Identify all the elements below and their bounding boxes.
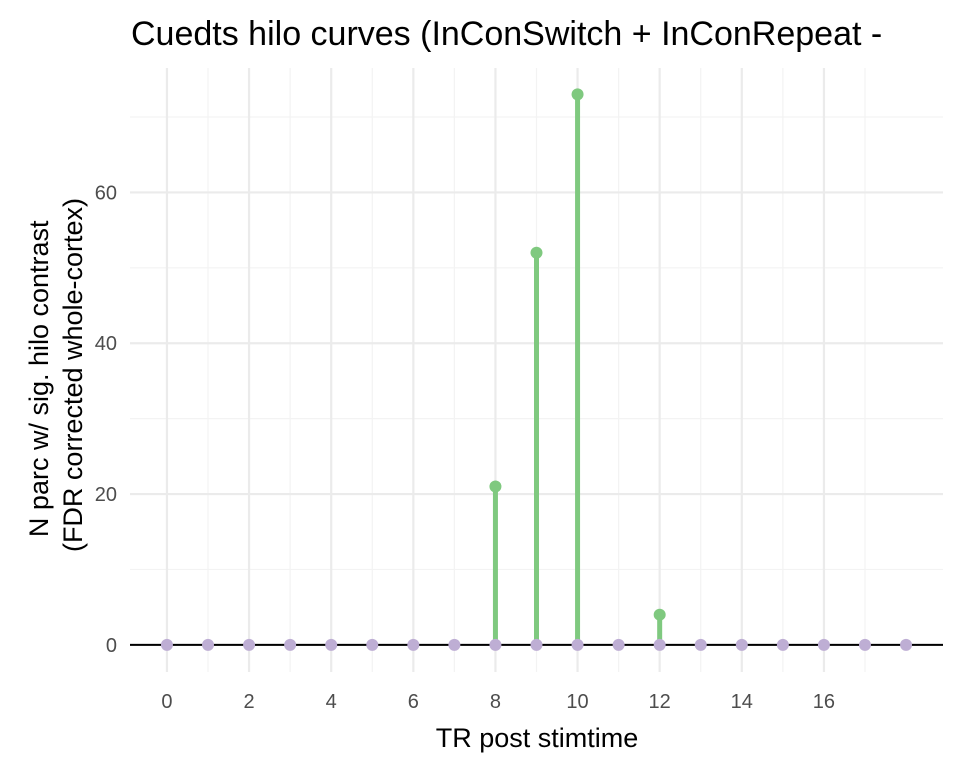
x-axis-title: TR post stimtime — [436, 723, 639, 753]
y-axis-title-line-1: N parc w/ sig. hilo contrast — [24, 220, 54, 537]
chart-title: Cuedts hilo curves (InConSwitch + InConR… — [131, 15, 882, 53]
y-axis-title: N parc w/ sig. hilo contrast (FDR correc… — [24, 198, 88, 552]
point-x0 — [160, 638, 173, 651]
baseline-point-x12 — [653, 638, 666, 651]
point-x5 — [366, 638, 379, 651]
y-tick-label: 20 — [95, 484, 117, 506]
point-x4 — [325, 638, 338, 651]
points — [160, 88, 913, 651]
point-x18 — [900, 638, 913, 651]
x-tick-label: 16 — [813, 691, 835, 713]
point-x16 — [817, 638, 830, 651]
y-axis-ticks: 0 20 40 60 — [95, 182, 117, 656]
point-x15 — [776, 638, 789, 651]
x-tick-label: 14 — [731, 691, 753, 713]
baseline-point-x10 — [571, 638, 584, 651]
baseline-point-x8 — [489, 638, 502, 651]
point-x9 — [530, 246, 543, 259]
point-x10 — [571, 88, 584, 101]
point-x7 — [448, 638, 461, 651]
x-tick-label: 0 — [161, 691, 172, 713]
x-axis-ticks: 0 2 4 6 8 10 12 14 16 — [161, 691, 835, 713]
point-x3 — [284, 638, 297, 651]
point-x14 — [735, 638, 748, 651]
point-x8 — [489, 480, 502, 493]
point-x2 — [243, 638, 256, 651]
point-x11 — [612, 638, 625, 651]
point-x12 — [653, 608, 666, 621]
x-tick-label: 4 — [326, 691, 337, 713]
y-tick-label: 60 — [95, 182, 117, 204]
x-tick-label: 12 — [649, 691, 671, 713]
stems — [492, 94, 663, 645]
point-x13 — [694, 638, 707, 651]
point-x1 — [202, 638, 215, 651]
y-tick-label: 40 — [95, 333, 117, 355]
y-tick-label: 0 — [106, 635, 117, 657]
point-x17 — [858, 638, 871, 651]
point-x6 — [407, 638, 420, 651]
x-tick-label: 10 — [566, 691, 588, 713]
x-tick-label: 8 — [490, 691, 501, 713]
x-tick-label: 2 — [244, 691, 255, 713]
baseline-point-x9 — [530, 638, 543, 651]
y-axis-title-line-2: (FDR corrected whole-cortex) — [58, 198, 88, 552]
x-tick-label: 6 — [408, 691, 419, 713]
